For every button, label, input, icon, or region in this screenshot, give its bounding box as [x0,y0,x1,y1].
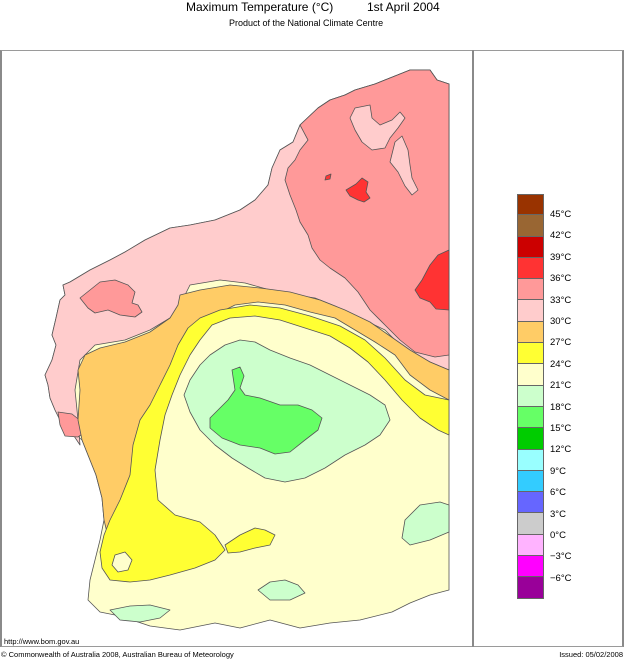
legend-label: 9°C [550,466,566,477]
legend [517,194,544,599]
legend-swatch [517,215,544,237]
legend-label: 6°C [550,487,566,498]
legend-label: 39°C [550,252,572,263]
legend-label: 42°C [550,230,572,241]
legend-label: 18°C [550,402,572,413]
legend-label: 24°C [550,359,572,370]
legend-label: 21°C [550,380,572,391]
zone-27-30 [77,284,450,546]
map-subtitle: Product of the National Climate Centre [229,18,384,28]
zone-36-39 [345,177,371,203]
legend-swatch [517,300,544,322]
legend-label: 45°C [550,209,572,220]
legend-swatches [517,194,544,599]
legend-swatch [517,194,544,216]
zone-18-21-se [401,501,450,546]
legend-label: 3°C [550,509,566,520]
legend-label: 0°C [550,530,566,541]
map-title: Maximum Temperature (°C) [186,0,334,14]
legend-label: 15°C [550,423,572,434]
legend-label: −6°C [550,573,572,584]
legend-label: 30°C [550,316,572,327]
legend-swatch [517,385,544,407]
issued-date: Issued: 05/02/2008 [559,650,623,659]
legend-label: 36°C [550,273,572,284]
legend-swatch [517,364,544,386]
zone-18-21-south [109,604,171,623]
zone-36-39 [414,249,450,311]
temperature-map [44,69,450,631]
legend-swatch [517,556,544,578]
legend-swatch [517,470,544,493]
legend-swatch [517,236,544,258]
legend-label: 27°C [550,337,572,348]
legend-swatch [517,534,544,557]
legend-swatch [517,279,544,301]
zone-24-27 [99,304,450,583]
legend-label: −3°C [550,551,572,562]
legend-swatch [517,492,544,514]
legend-label: 12°C [550,444,572,455]
zone-36-39-dot [324,173,332,181]
zone-30-33-patch [349,104,406,151]
legend-swatch [517,257,544,280]
bom-url-link[interactable]: http://www.bom.gov.au [4,637,80,646]
map-frame [0,50,624,647]
copyright-text: © Commonwealth of Australia 2008, Austra… [1,650,234,659]
zone-18-21-south [257,579,306,601]
zone-24-27-patch [224,527,276,554]
legend-label: 33°C [550,295,572,306]
legend-swatch [517,428,544,450]
legend-swatch [517,513,544,535]
zone-30-33-patch [389,135,419,196]
legend-swatch [517,449,544,471]
zone-33-36 [284,69,450,358]
legend-swatch [517,321,544,344]
zone-21-24-patch [111,551,133,573]
chart-header: Maximum Temperature (°C) 1st April 2004 … [0,0,626,28]
legend-swatch [517,406,544,429]
legend-swatch [517,577,544,599]
zone-15-18 [209,366,323,455]
frame-divider [472,50,474,647]
zone-33-36-west [79,279,143,318]
map-date: 1st April 2004 [367,0,440,14]
legend-swatch [517,343,544,365]
